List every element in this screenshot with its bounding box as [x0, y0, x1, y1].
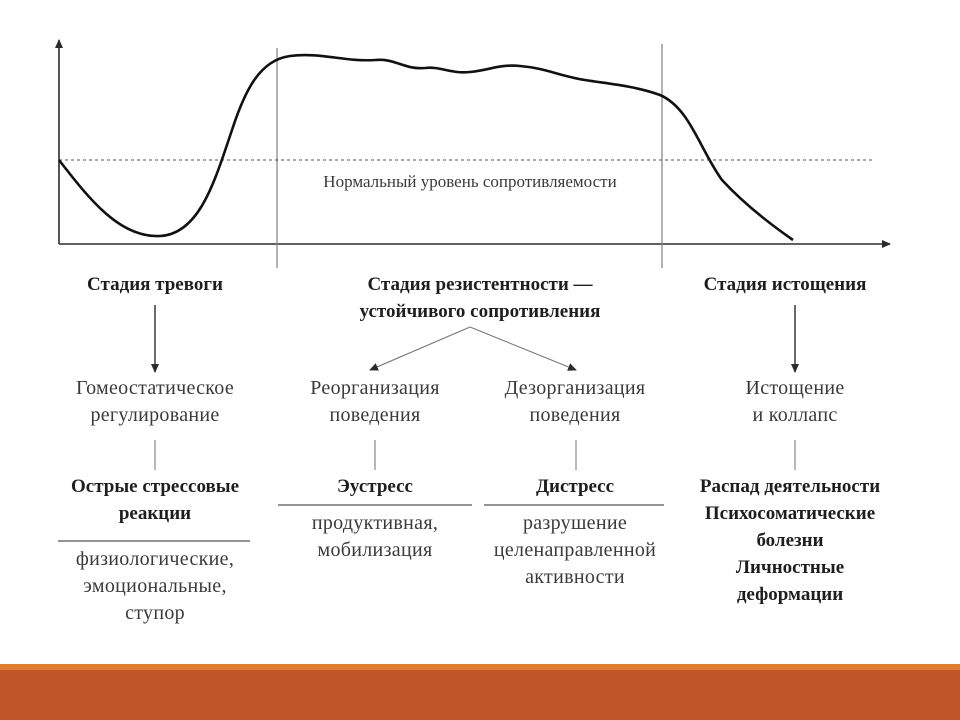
text-line: Истощение	[745, 377, 845, 399]
text-line: мобилизация	[317, 539, 433, 561]
text-line: физиологические,	[75, 548, 235, 570]
normal-level-label: Нормальный уровень сопротивляемости	[323, 172, 617, 191]
text-line: Реорганизация	[310, 377, 440, 399]
resistance-curve	[57, 53, 794, 242]
distress-details: разрушение целенаправленной активности	[470, 510, 680, 591]
slide-footer-bar	[0, 664, 960, 720]
alarm-stage-title: Стадия тревоги	[87, 274, 223, 295]
text-line: поведения	[329, 404, 421, 426]
text-line: деформации	[736, 584, 844, 605]
resistance-title-line: Стадия резистентности —	[367, 274, 593, 295]
behavior-reorganization: Реорганизация поведения	[275, 375, 475, 429]
text-line: активности	[525, 566, 625, 588]
eustress-label: Эустресс	[337, 476, 413, 497]
homeostatic-regulation: Гомеостатическое регулирование	[40, 375, 270, 429]
slide-footer-accent	[0, 664, 960, 670]
resistance-title-line: устойчивого сопротивления	[359, 301, 601, 322]
text-line: целенаправленной	[493, 539, 657, 561]
text-line: Распад деятельности	[699, 476, 881, 497]
text-line: реакции	[118, 503, 192, 524]
text-line: и коллапс	[752, 404, 838, 426]
distress-label: Дистресс	[535, 476, 615, 497]
resistance-stage-title: Стадия резистентности — устойчивого сопр…	[300, 271, 660, 325]
text-line: болезни	[756, 530, 824, 551]
eustress-details: продуктивная, мобилизация	[275, 510, 475, 564]
text-line: Дезорганизация	[504, 377, 646, 399]
text-line: Острые стрессовые	[70, 476, 239, 497]
text-line: разрушение	[522, 512, 628, 534]
behavior-disorganization: Дезорганизация поведения	[475, 375, 675, 429]
exhaustion-and-collapse: Истощение и коллапс	[685, 375, 905, 429]
text-line: продуктивная,	[311, 512, 439, 534]
text-line: поведения	[529, 404, 621, 426]
acute-reaction-types: физиологические, эмоциональные, ступор	[40, 546, 270, 627]
text-line: ступор	[125, 602, 185, 624]
exhaustion-stage-title: Стадия истощения	[703, 274, 867, 295]
exhaustion-consequences: Распад деятельности Психосоматические бо…	[670, 473, 910, 608]
text-line: регулирование	[90, 404, 220, 426]
reorganization-arrow	[369, 326, 471, 371]
text-line: Личностные	[735, 557, 845, 578]
text-line: эмоциональные,	[83, 575, 227, 597]
disorganization-arrow	[469, 326, 577, 371]
text-line: Психосоматические	[704, 503, 876, 524]
acute-stress-reactions: Острые стрессовые реакции	[40, 473, 270, 527]
text-line: Гомеостатическое	[75, 377, 235, 399]
